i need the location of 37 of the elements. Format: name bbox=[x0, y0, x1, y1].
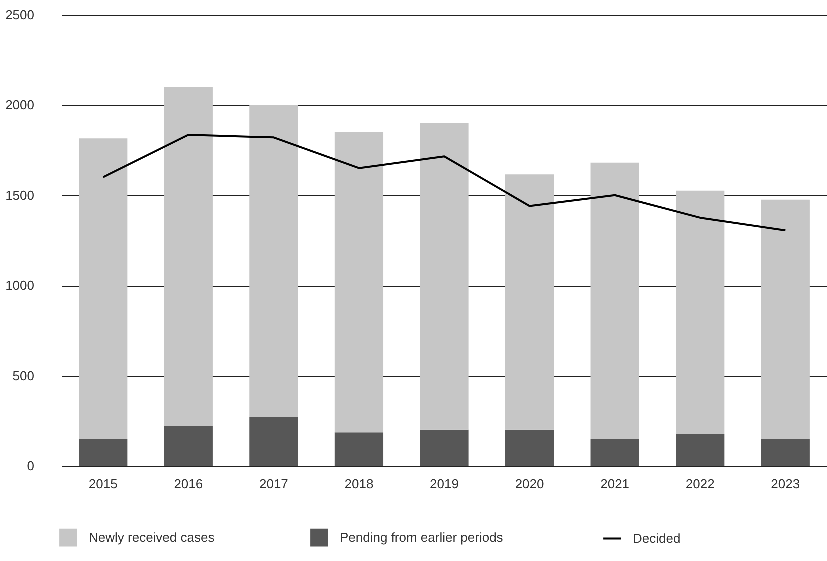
x-tick-label: 2016 bbox=[174, 476, 204, 492]
bar bbox=[676, 434, 725, 466]
bar bbox=[164, 87, 213, 426]
y-tick-label: 1000 bbox=[6, 278, 34, 294]
bar bbox=[334, 132, 384, 433]
line-series bbox=[102, 134, 787, 232]
y-tick-label: 2500 bbox=[6, 8, 34, 22]
x-tick-label: 2023 bbox=[771, 476, 800, 492]
bar bbox=[250, 417, 298, 466]
y-tick-label: 0 bbox=[27, 458, 34, 474]
x-tick-label: 2020 bbox=[515, 476, 544, 492]
bar bbox=[79, 438, 128, 466]
x-tick-label: 2015 bbox=[88, 476, 118, 492]
bar bbox=[250, 105, 298, 418]
bar bbox=[676, 190, 725, 434]
bar bbox=[505, 430, 554, 466]
x-tick-label: 2018 bbox=[344, 476, 374, 492]
bar bbox=[164, 426, 213, 466]
y-tick-label: 1500 bbox=[6, 188, 34, 203]
bar bbox=[761, 438, 810, 466]
bar bbox=[590, 438, 640, 466]
bar bbox=[505, 174, 554, 430]
bar bbox=[420, 123, 469, 430]
x-tick-label: 2022 bbox=[686, 476, 715, 492]
x-tick-label: 2019 bbox=[430, 476, 459, 492]
bar bbox=[79, 138, 128, 439]
y-tick-label: 500 bbox=[12, 368, 34, 384]
legend-label: Decided bbox=[633, 530, 681, 546]
x-tick-label: 2017 bbox=[259, 476, 288, 492]
bar bbox=[334, 432, 384, 466]
bar bbox=[590, 162, 640, 439]
legend-label: Pending from earlier periods bbox=[340, 530, 504, 545]
legend-label: Newly received cases bbox=[89, 530, 216, 545]
y-tick-label: 2000 bbox=[6, 98, 34, 113]
x-tick-label: 2021 bbox=[600, 476, 630, 492]
bar bbox=[420, 430, 469, 466]
bar bbox=[761, 200, 810, 439]
